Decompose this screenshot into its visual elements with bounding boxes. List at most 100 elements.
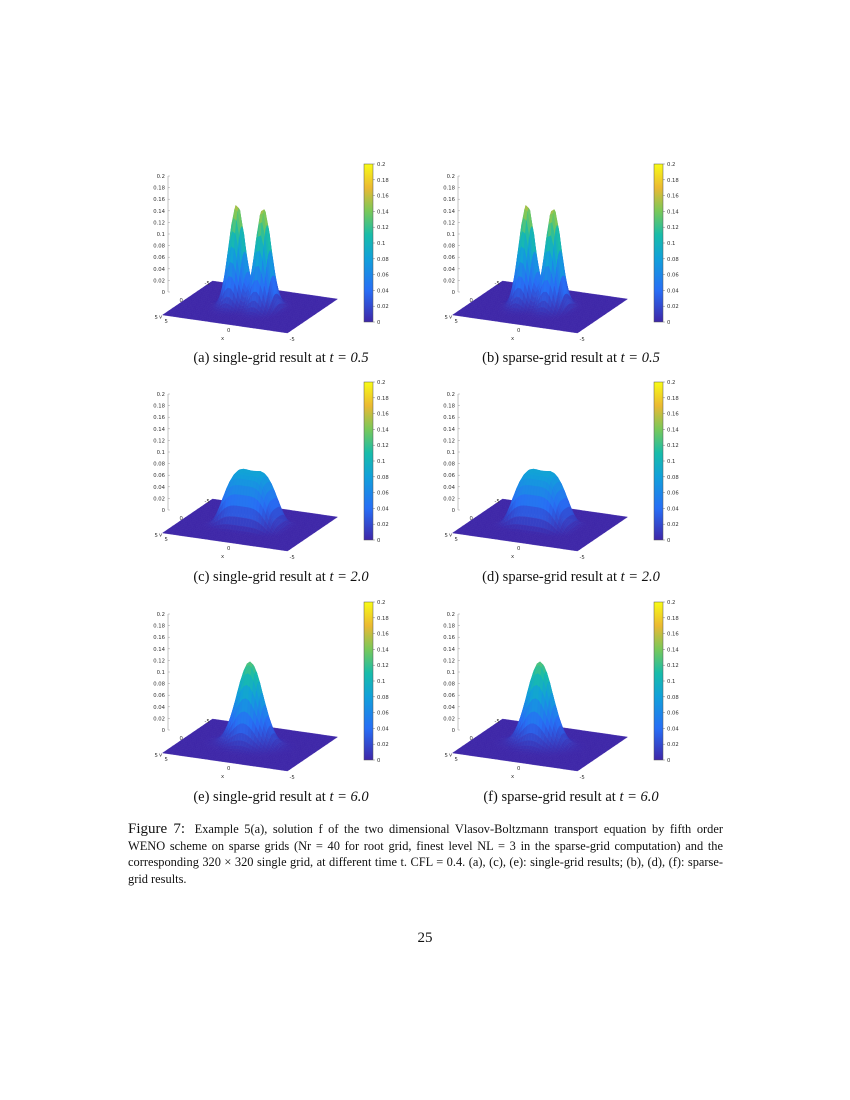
- v-tick-label: 5: [445, 315, 448, 321]
- z-tick-label: 0: [452, 728, 456, 734]
- z-tick-label: 0.04: [443, 267, 455, 273]
- colorbar: [653, 381, 664, 541]
- x-tick-label: 0: [227, 328, 231, 334]
- colorbar-tick-label: 0.08: [377, 695, 389, 701]
- v-axis-label: v: [159, 533, 162, 539]
- z-tick-label: 0.16: [153, 415, 165, 421]
- z-tick-label: 0.1: [157, 670, 165, 676]
- colorbar-tick-label: 0.16: [377, 194, 389, 200]
- colorbar-tick-label: 0.02: [667, 742, 679, 748]
- colorbar-tick-label: 0.02: [377, 304, 389, 310]
- x-axis-label: x: [511, 336, 514, 342]
- colorbar-tick-label: 0.08: [377, 475, 389, 481]
- colorbar-tick-label: 0.18: [377, 178, 389, 184]
- colorbar-tick-label: 0: [667, 320, 671, 326]
- z-tick-label: 0.06: [443, 693, 455, 699]
- colorbar-tick-label: 0.14: [377, 209, 389, 215]
- x-tick-label: 0: [517, 328, 521, 334]
- z-tick-label: 0.06: [443, 255, 455, 261]
- z-tick-label: 0.14: [153, 427, 165, 433]
- z-tick-label: 0.02: [443, 716, 455, 722]
- v-axis-label: v: [449, 315, 452, 321]
- z-tick-label: 0.16: [443, 415, 455, 421]
- v-tick-label: -5: [205, 719, 210, 725]
- v-tick-label: -5: [205, 281, 210, 287]
- z-tick-label: 0.18: [153, 404, 165, 410]
- z-tick-label: 0.08: [443, 462, 455, 468]
- v-tick-label: 5: [445, 533, 448, 539]
- z-tick-label: 0.12: [443, 220, 455, 226]
- z-tick-label: 0.16: [153, 635, 165, 641]
- colorbar-tick-label: 0.02: [667, 304, 679, 310]
- colorbar-tick-label: 0.18: [667, 178, 679, 184]
- z-tick-label: 0.2: [157, 392, 165, 398]
- colorbar-tick-label: 0.02: [377, 742, 389, 748]
- v-tick-label: -5: [205, 499, 210, 505]
- colorbar-tick-label: 0.04: [667, 506, 679, 512]
- z-tick-label: 0.02: [153, 278, 165, 284]
- colorbar-tick-label: 0.2: [377, 380, 385, 386]
- x-tick-label: 5: [165, 757, 168, 763]
- colorbar-tick-label: 0.04: [667, 726, 679, 732]
- colorbar-tick-label: 0.2: [377, 600, 385, 606]
- z-tick-label: 0.12: [153, 658, 165, 664]
- colorbar-tick-label: 0.14: [667, 647, 679, 653]
- colorbar-tick-label: 0.02: [667, 522, 679, 528]
- subcaption-a: (a) single-grid result at t = 0.5: [193, 350, 369, 366]
- z-tick-label: 0.08: [153, 462, 165, 468]
- colorbar-tick-label: 0.06: [667, 491, 679, 497]
- z-tick-label: 0.18: [443, 624, 455, 630]
- x-tick-label: -5: [580, 775, 585, 781]
- z-tick-label: 0: [162, 508, 166, 514]
- colorbar-tick-label: 0.04: [667, 288, 679, 294]
- x-tick-label: 0: [227, 546, 231, 552]
- page-number: 25: [417, 930, 433, 946]
- v-tick-label: 0: [180, 298, 184, 304]
- figure-caption: Figure 7: Example 5(a), solution f of th…: [128, 821, 723, 887]
- x-axis-label: x: [511, 554, 514, 560]
- colorbar-tick-label: 0.1: [667, 241, 675, 247]
- colorbar: [653, 601, 664, 761]
- z-tick-label: 0.16: [153, 197, 165, 203]
- v-tick-label: 5: [155, 753, 158, 759]
- v-tick-label: -5: [495, 499, 500, 505]
- surface-mesh: [452, 468, 628, 552]
- z-tick-label: 0.08: [443, 682, 455, 688]
- z-tick-label: 0.12: [153, 438, 165, 444]
- surface-plot-c: 0 0.02 0.04 0.06 0.08 0.1 0.12 0.14 0.16 0.18 0.2 5…: [138, 378, 408, 563]
- colorbar-tick-label: 0.16: [377, 412, 389, 418]
- surface-mesh: [162, 661, 338, 772]
- z-tick-label: 0.06: [153, 255, 165, 261]
- figure-caption-text: Example 5(a), solution f of the two dime…: [128, 822, 723, 886]
- x-tick-label: 5: [455, 757, 458, 763]
- z-tick-label: 0.14: [153, 209, 165, 215]
- colorbar-tick-label: 0: [667, 538, 671, 544]
- colorbar-tick-label: 0.18: [667, 396, 679, 402]
- z-tick-label: 0.18: [153, 624, 165, 630]
- z-tick-label: 0.14: [443, 427, 455, 433]
- colorbar-tick-label: 0: [667, 758, 671, 764]
- x-axis-label: x: [221, 336, 224, 342]
- colorbar-tick-label: 0.16: [377, 632, 389, 638]
- z-tick-label: 0.1: [157, 232, 165, 238]
- subcaption-d: (d) sparse-grid result at t = 2.0: [482, 569, 660, 585]
- colorbar-tick-label: 0.06: [377, 711, 389, 717]
- v-tick-label: 0: [180, 516, 184, 522]
- x-tick-label: 0: [517, 766, 521, 772]
- colorbar-tick-label: 0.08: [667, 695, 679, 701]
- colorbar-tick-label: 0.08: [667, 475, 679, 481]
- z-tick-label: 0: [162, 728, 166, 734]
- colorbar-tick-label: 0.1: [667, 459, 675, 465]
- z-tick-label: 0.2: [447, 392, 455, 398]
- z-tick-label: 0.02: [153, 716, 165, 722]
- z-tick-label: 0.2: [447, 174, 455, 180]
- colorbar-tick-label: 0.12: [377, 663, 389, 669]
- z-tick-label: 0.16: [443, 197, 455, 203]
- z-tick-label: 0.08: [153, 682, 165, 688]
- z-tick-label: 0.18: [443, 186, 455, 192]
- figure-label: Figure 7:: [128, 821, 186, 837]
- colorbar-tick-label: 0.02: [377, 522, 389, 528]
- colorbar: [363, 163, 374, 323]
- z-tick-label: 0.06: [443, 473, 455, 479]
- surface-plot-b: 0 0.02 0.04 0.06 0.08 0.1 0.12 0.14 0.16 0.18 0.2 5…: [428, 160, 698, 345]
